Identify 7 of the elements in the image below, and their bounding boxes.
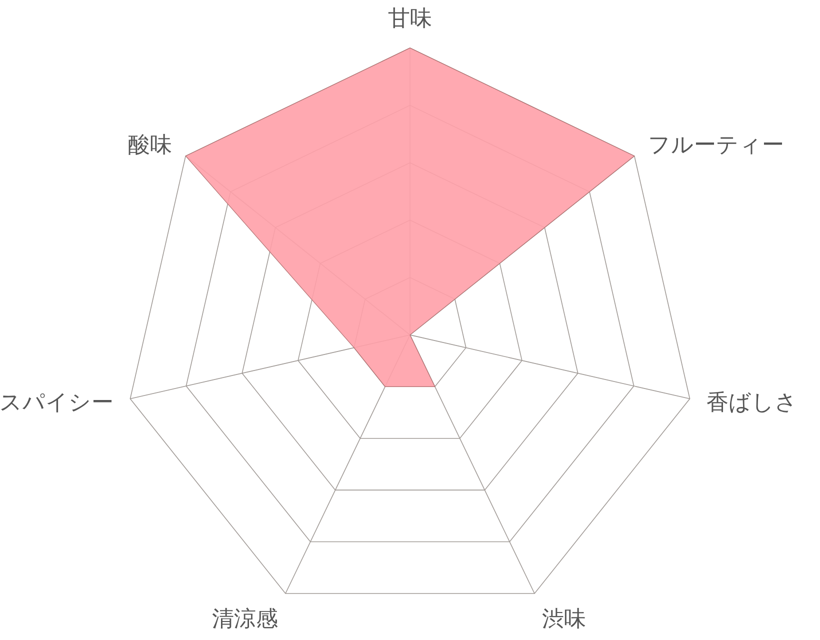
spoke-label: フルーティー xyxy=(648,133,784,158)
spoke-label: 甘味 xyxy=(388,6,432,32)
spoke-label: スパイシー xyxy=(0,390,114,416)
spoke-label: 香ばしさ xyxy=(706,390,798,416)
spoke-label: 酸味 xyxy=(128,133,172,158)
spoke-label: 渋味 xyxy=(542,607,586,632)
spoke-label: 清涼感 xyxy=(212,607,278,632)
